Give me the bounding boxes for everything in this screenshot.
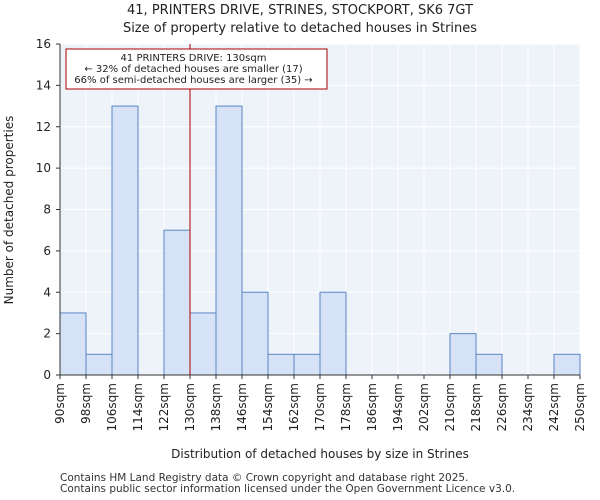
annotation-line-3: 66% of semi-detached houses are larger (… <box>74 75 312 86</box>
x-tick-label-15: 210sqm <box>443 383 457 431</box>
x-tick-label-0: 90sqm <box>53 383 67 424</box>
y-tick-label-1: 2 <box>43 327 51 341</box>
y-tick-label-3: 6 <box>43 244 51 258</box>
x-tick-label-17: 226sqm <box>495 383 509 431</box>
tick-labels: 0 2 4 6 8 10 12 14 16 90sqm 98sqm 106sqm 114sqm 122sq… <box>36 37 587 431</box>
annotation-frame <box>65 48 328 90</box>
y-tick-label-2: 4 <box>43 285 51 299</box>
bar-6 <box>215 105 243 376</box>
annotation-line-2: ← 32% of detached houses are smaller (17… <box>84 64 302 75</box>
x-tick-label-14: 202sqm <box>417 383 431 431</box>
x-tick-label-20: 250sqm <box>573 383 587 431</box>
y-axis-label: Number of detached properties <box>2 116 16 305</box>
x-axis-label: Distribution of detached houses by size … <box>171 447 469 461</box>
bars <box>59 105 581 376</box>
x-tick-label-5: 130sqm <box>183 383 197 431</box>
x-tick-label-7: 146sqm <box>235 383 249 431</box>
bar-16 <box>475 353 503 376</box>
y-tick-label-7: 14 <box>36 78 51 92</box>
bar-7 <box>241 291 269 376</box>
x-tick-label-3: 114sqm <box>131 383 145 431</box>
bar-5 <box>189 312 217 376</box>
x-tick-label-19: 242sqm <box>547 383 561 431</box>
annotation-box: 41 PRINTERS DRIVE: 130sqm← 32% of detach… <box>65 48 328 90</box>
chart-title-block: 41, PRINTERS DRIVE, STRINES, STOCKPORT, … <box>0 2 600 38</box>
y-tick-label-0: 0 <box>43 368 51 382</box>
histogram-chart: 0 2 4 6 8 10 12 14 16 90sqm 98sqm 106sqm 114sqm 122sq… <box>2 37 587 461</box>
x-tick-label-12: 186sqm <box>365 383 379 431</box>
y-tick-label-5: 10 <box>36 161 51 175</box>
bar-1 <box>85 353 113 376</box>
x-tick-label-18: 234sqm <box>521 383 535 431</box>
bar-8 <box>267 353 295 376</box>
x-tick-label-13: 194sqm <box>391 383 405 431</box>
x-tick-label-16: 218sqm <box>469 383 483 431</box>
annotation-line-1: 41 PRINTERS DRIVE: 130sqm <box>121 53 267 64</box>
x-tick-label-2: 106sqm <box>105 383 119 431</box>
bar-4 <box>163 229 191 376</box>
chart-subtitle: Size of property relative to detached ho… <box>122 21 478 36</box>
x-tick-label-8: 154sqm <box>261 383 275 431</box>
chart-title: 41, PRINTERS DRIVE, STRINES, STOCKPORT, … <box>127 3 473 18</box>
x-tick-label-11: 178sqm <box>339 383 353 431</box>
footer: Contains HM Land Registry data © Crown c… <box>60 473 515 495</box>
bar-9 <box>293 353 321 376</box>
x-tick-label-4: 122sqm <box>157 383 171 431</box>
bar-0 <box>59 312 87 376</box>
footer-line-1: Contains HM Land Registry data © Crown c… <box>60 472 469 484</box>
y-tick-label-6: 12 <box>36 120 51 134</box>
bar-15 <box>449 333 477 376</box>
bar-2 <box>111 105 139 376</box>
x-tick-label-10: 170sqm <box>313 383 327 431</box>
x-tick-label-9: 162sqm <box>287 383 301 431</box>
x-tick-label-1: 98sqm <box>79 383 93 424</box>
bar-19 <box>553 353 581 376</box>
footer-line-2: Contains public sector information licen… <box>60 483 516 495</box>
x-tick-label-6: 138sqm <box>209 383 223 431</box>
y-tick-label-4: 8 <box>43 203 51 217</box>
y-tick-label-8: 16 <box>36 37 51 51</box>
bar-10 <box>319 291 347 376</box>
